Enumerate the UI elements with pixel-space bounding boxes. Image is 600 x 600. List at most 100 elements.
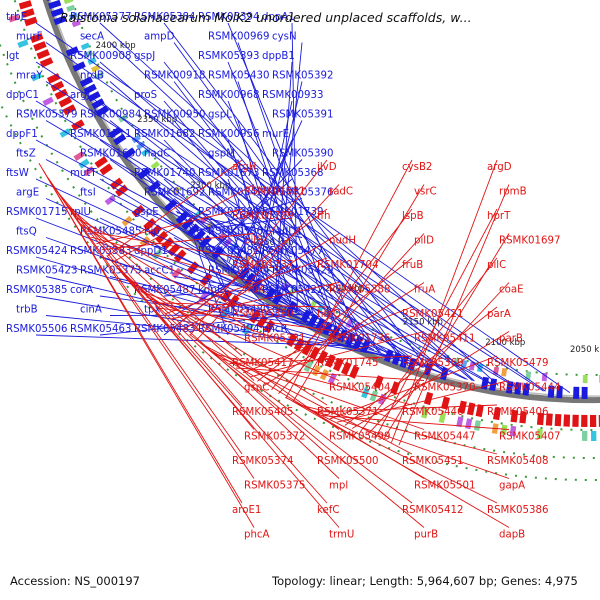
reverse-gene-label: pilB: [244, 236, 263, 247]
reverse-gene-block: [30, 33, 44, 43]
reverse-feature-block: [73, 151, 85, 161]
reverse-gene-block: [458, 400, 467, 414]
reverse-label-connector: [47, 176, 243, 455]
reverse-label-connector: [329, 355, 498, 420]
forward-gene-label: trbE: [6, 12, 27, 23]
reverse-label-connector: [215, 353, 413, 406]
forward-gene-label: phcR: [262, 324, 288, 335]
reverse-gene-label: RSMK05501: [414, 481, 475, 492]
reverse-gene-block: [131, 204, 145, 218]
reverse-gene-label: argD: [487, 162, 512, 173]
forward-feature-block: [68, 12, 78, 20]
reverse-label-connector: [42, 169, 255, 528]
forward-gene-block: [522, 383, 530, 396]
forward-label-connector: [194, 217, 293, 231]
reverse-gene-block: [199, 272, 213, 286]
forward-gene-label: secA: [80, 32, 104, 43]
reverse-feature-block: [78, 158, 90, 169]
reverse-label-connector: [183, 233, 340, 330]
reverse-gene-label: RSMK05451: [402, 456, 463, 467]
reverse-gene-label: lspB: [402, 211, 424, 222]
reverse-gene-label: phcA: [244, 530, 270, 541]
forward-feature-block: [229, 243, 239, 253]
forward-label-connector: [188, 225, 229, 336]
forward-label-connector: [142, 172, 303, 316]
forward-label-connector: [227, 178, 270, 294]
reverse-gene-label: cysB2: [402, 162, 432, 173]
reverse-label-connector: [65, 204, 243, 357]
forward-gene-label: RSMK01740: [134, 168, 195, 179]
reverse-label-connector: [202, 344, 413, 455]
forward-feature-block: [90, 64, 101, 73]
reverse-gene-block: [36, 49, 50, 60]
forward-gene-label: RSMK05424: [6, 246, 67, 257]
forward-label-connector: [177, 212, 303, 238]
forward-gene-label: RSMK05384: [134, 12, 195, 23]
reverse-gene-block: [33, 41, 47, 52]
forward-label-connector: [35, 139, 492, 385]
forward-gene-label: dppB1: [262, 51, 295, 62]
reverse-gene-label: trmU: [329, 530, 354, 541]
reverse-gene-block: [554, 414, 562, 427]
reverse-gene-block: [161, 237, 175, 250]
forward-feature-block: [541, 372, 548, 382]
forward-gene-label: RSMK01711: [70, 129, 131, 140]
reverse-gene-block: [143, 218, 157, 231]
reverse-label-connector: [85, 230, 243, 259]
reverse-feature-block: [83, 166, 95, 177]
forward-gene-label: nrdB: [80, 71, 104, 82]
reverse-gene-block: [50, 80, 65, 92]
forward-feature-block: [63, 0, 73, 5]
forward-feature-block: [80, 42, 90, 51]
forward-gene-label: gspJ: [134, 51, 155, 62]
reverse-gene-block: [71, 119, 85, 131]
topology-label: Topology: linear; Length: 5,964,607 bp; …: [272, 574, 578, 588]
reverse-gene-label: RSMK05446: [402, 407, 463, 418]
forward-gene-block: [83, 83, 97, 95]
forward-gene-block: [91, 98, 105, 110]
reverse-gene-block: [39, 57, 54, 68]
forward-gene-label: RSMK01673: [198, 168, 259, 179]
reverse-gene-label: RSMK05499: [329, 432, 390, 443]
reverse-gene-block: [317, 350, 329, 364]
reverse-label-connector: [359, 257, 498, 432]
reverse-gene-label: aroE1: [232, 505, 261, 516]
reverse-label-connector: [271, 208, 413, 391]
reverse-feature-block: [421, 407, 429, 419]
reverse-label-connector: [375, 208, 498, 438]
forward-gene-block: [581, 386, 588, 399]
reverse-gene-block: [149, 224, 163, 238]
reverse-label-connector: [222, 358, 425, 430]
forward-gene-label: RSMK00969: [208, 32, 269, 43]
forward-label-connector: [237, 81, 317, 322]
reverse-label-connector: [236, 367, 425, 381]
forward-gene-label: cysN: [272, 32, 297, 43]
forward-label-connector: [35, 334, 366, 347]
forward-gene-label: rplU: [70, 207, 91, 218]
reverse-gene-label: RSMK01737: [232, 260, 293, 271]
forward-gene-label: gspE: [134, 207, 159, 218]
reverse-gene-block: [62, 104, 77, 116]
forward-gene-label: RSMK05480: [208, 305, 269, 316]
reverse-gene-label: RSMK01745: [317, 358, 378, 369]
reverse-gene-label: rpmB: [499, 187, 527, 198]
reverse-label-connector: [122, 273, 340, 479]
reverse-gene-block: [466, 402, 476, 416]
reverse-gene-label: parB: [499, 334, 523, 345]
forward-gene-label: RSMK05394: [198, 12, 259, 23]
forward-gene-label: RSMK05487: [134, 285, 195, 296]
forward-label-connector: [232, 139, 293, 266]
forward-feature-block: [501, 367, 508, 377]
reverse-gene-label: RSMK01709: [232, 211, 293, 222]
reverse-gene-block: [21, 8, 35, 18]
forward-feature-block: [66, 4, 76, 12]
forward-gene-block: [147, 180, 161, 193]
forward-label-connector: [234, 120, 303, 267]
forward-gene-label: RSMK05422: [262, 285, 323, 296]
forward-gene-label: mraY: [16, 71, 43, 82]
reverse-gene-block: [519, 410, 527, 424]
forward-gene-label: RSMK05430: [208, 71, 269, 82]
reverse-gene-block: [441, 396, 450, 410]
forward-gene-label: RSMK05385: [6, 285, 67, 296]
